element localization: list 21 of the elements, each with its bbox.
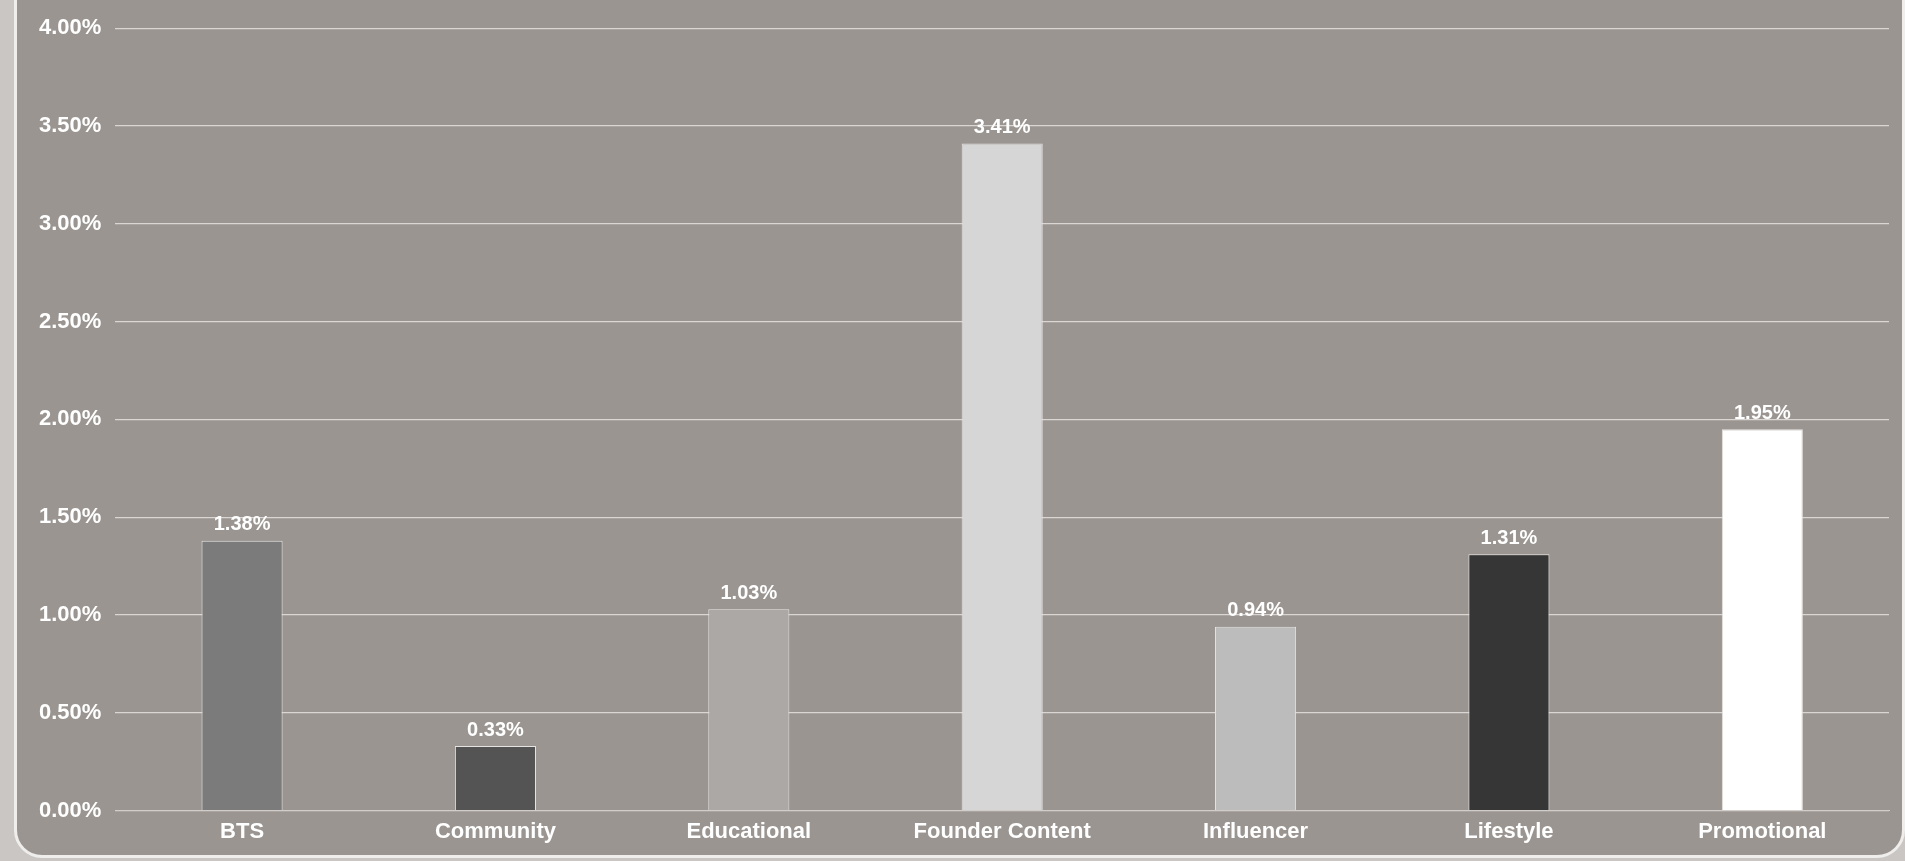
y-tick-label: 3.50%	[38, 112, 102, 138]
x-tick-label: Promotional	[1698, 817, 1827, 843]
y-tick-label: 2.50%	[38, 307, 102, 333]
x-tick-label: Community	[434, 817, 557, 843]
data-label: 0.33%	[467, 717, 525, 740]
x-tick-label: Founder Content	[913, 817, 1092, 843]
x-tick-label: BTS	[220, 817, 265, 843]
y-tick-label: 0.50%	[38, 698, 102, 724]
y-tick-label: 0.00%	[38, 796, 102, 822]
x-tick-label: Influencer	[1202, 817, 1309, 843]
y-tick-label: 1.00%	[38, 601, 102, 627]
data-label: 1.38%	[213, 512, 271, 535]
x-tick-label: Educational	[686, 817, 812, 843]
data-label: 1.95%	[1733, 400, 1791, 423]
y-tick-label: 2.00%	[38, 405, 102, 431]
y-tick-label: 4.00%	[38, 14, 102, 40]
x-tick-label: Lifestyle	[1464, 817, 1554, 843]
data-label: 1.31%	[1480, 525, 1538, 548]
y-tick-label: 1.50%	[38, 503, 102, 529]
y-tick-label: 3.00%	[38, 209, 102, 235]
data-label: 1.03%	[720, 580, 778, 603]
